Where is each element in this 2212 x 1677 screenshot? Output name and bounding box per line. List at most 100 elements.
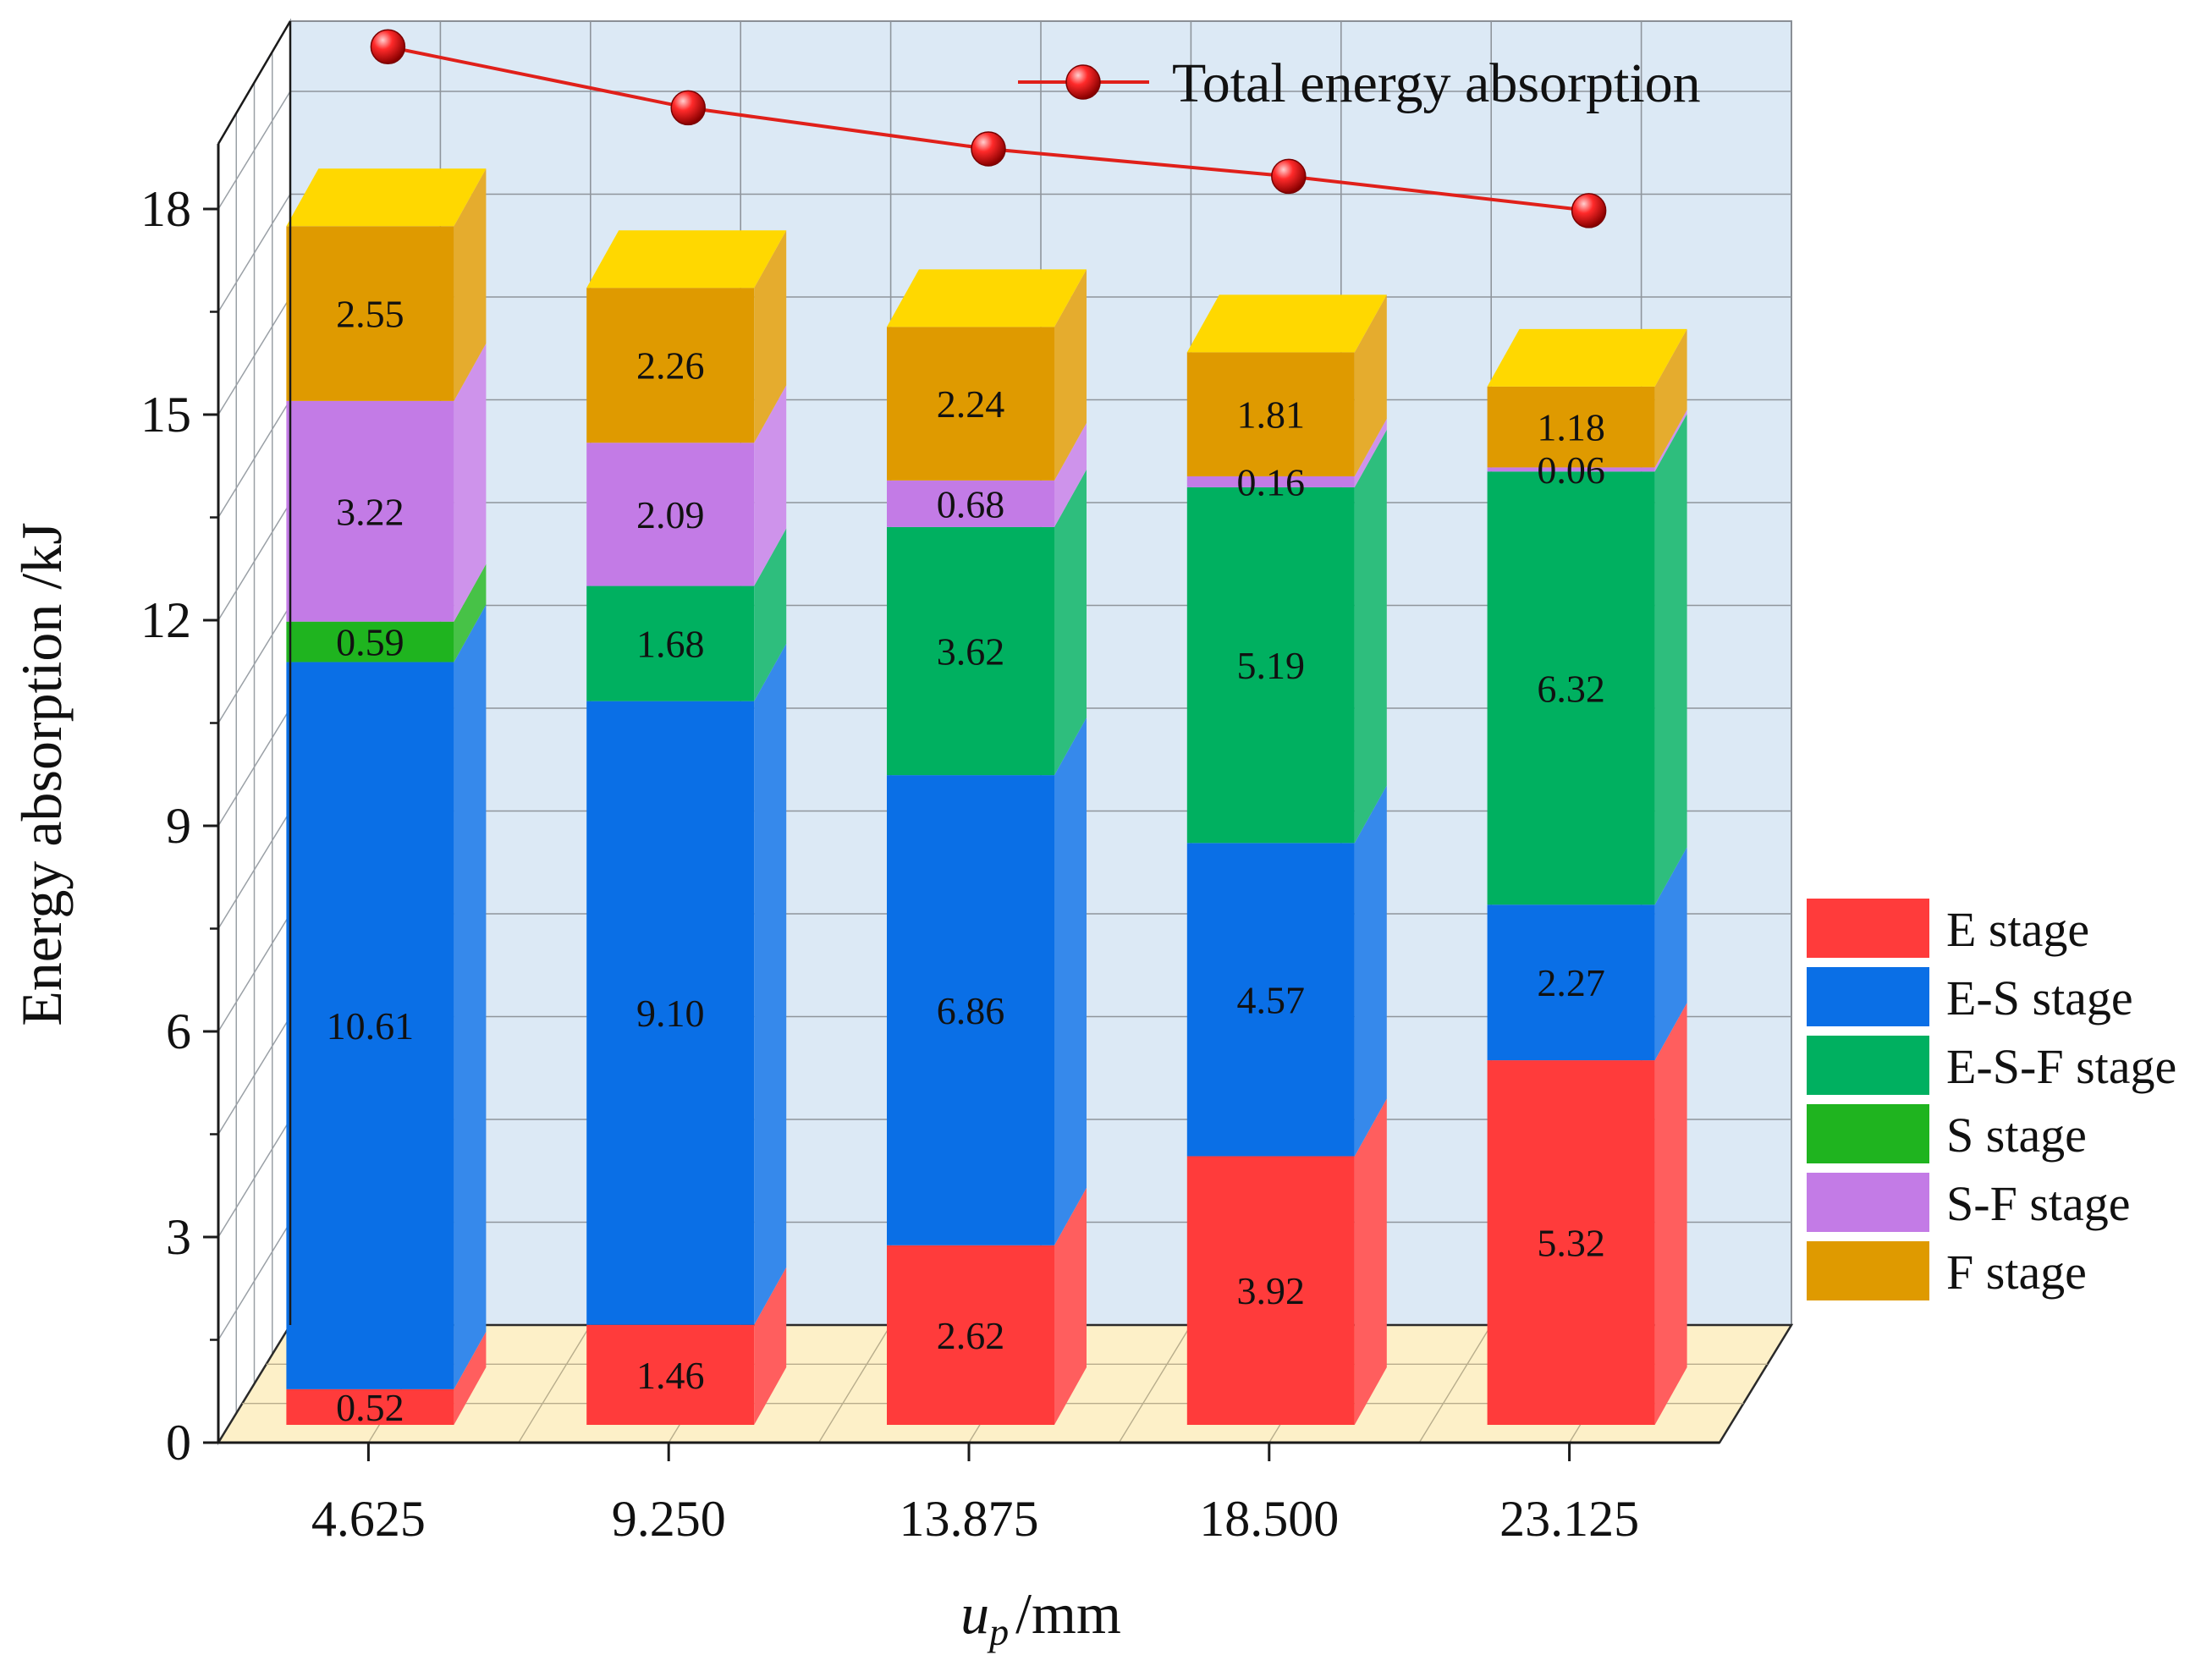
bar-segment-side	[1354, 294, 1387, 476]
bar-segment	[1186, 843, 1355, 1157]
bar-segment-side	[754, 230, 787, 443]
x-tick-label: 9.250	[612, 1491, 726, 1547]
bar-top-face	[887, 269, 1087, 327]
bar-segment-side	[1654, 410, 1687, 472]
bar-segment-side	[1654, 414, 1687, 905]
bar-segment-side	[1654, 847, 1687, 1061]
bar-value-label: 1.18	[1537, 406, 1605, 449]
x-tick-label: 13.875	[900, 1491, 1039, 1547]
bar-value-label: 3.22	[336, 490, 404, 533]
bar-segment-side	[754, 643, 787, 1325]
bar-segment	[586, 288, 755, 443]
y-tick-label: 3	[166, 1209, 191, 1265]
bar-segment	[286, 662, 454, 1389]
bar-segment	[1487, 1060, 1655, 1425]
bar-segment-side	[754, 528, 787, 701]
bar-segment	[286, 1388, 454, 1425]
bar-segment	[887, 1245, 1054, 1425]
bar-segment	[887, 480, 1054, 527]
bar-top-face	[1487, 328, 1687, 387]
y-tick-label: 12	[140, 592, 191, 648]
bar-top-face	[1186, 294, 1387, 353]
bar-segment	[286, 400, 454, 622]
bar-value-label: 1.81	[1237, 393, 1306, 437]
x-tick-label: 23.125	[1499, 1491, 1639, 1547]
bar-segment-side	[454, 564, 487, 663]
bar-segment	[286, 621, 454, 663]
bar-segment	[1186, 1156, 1355, 1425]
bar-value-label: 0.52	[336, 1386, 404, 1429]
bar-segment-side	[454, 343, 487, 622]
bar-value-label: 2.24	[937, 382, 1005, 426]
y-axis-title: Energy absorption /kJ	[9, 522, 74, 1026]
bar-value-label: 0.59	[336, 621, 404, 664]
floor-gridline	[518, 1324, 592, 1443]
bar-stack: 2.62 6.86 3.62 0.68 2.24	[887, 269, 1087, 1425]
bar-segment-side	[1054, 469, 1087, 776]
legend-swatch	[1807, 1241, 1929, 1300]
bar-value-label: 1.46	[636, 1354, 705, 1397]
bar-stack: 0.52 10.61 0.59 3.22 2.55	[286, 168, 487, 1429]
bar-top-face	[586, 230, 787, 289]
bar-segment	[586, 443, 755, 586]
x-axis-title: up/mm	[960, 1581, 1121, 1653]
bar-value-label: 1.68	[636, 623, 705, 666]
bar-value-label: 5.32	[1537, 1222, 1605, 1265]
x-axis-title-symbol: u	[960, 1581, 989, 1646]
bar-segment-side	[454, 168, 487, 401]
bar-segment	[1487, 904, 1655, 1061]
bar-value-label: 3.92	[1237, 1269, 1306, 1312]
bar-segment	[1487, 467, 1655, 472]
line-legend-marker	[1065, 64, 1101, 100]
total-energy-point	[1271, 158, 1307, 195]
legend-label: E-S stage	[1946, 970, 2133, 1025]
total-energy-point	[971, 131, 1006, 167]
bar-value-label: 3.62	[937, 630, 1005, 674]
legend-swatch	[1807, 1173, 1929, 1232]
floor-gridline	[1418, 1324, 1492, 1443]
bar-segment-side	[1654, 1003, 1687, 1425]
bar-stack: 5.32 2.27 6.32 0.061.18	[1487, 328, 1687, 1425]
bar-segment	[1186, 487, 1355, 844]
legend-label: E stage	[1946, 902, 2089, 957]
legend-label: S stage	[1946, 1108, 2087, 1163]
bar-segment	[887, 327, 1054, 481]
y-tick-label: 6	[166, 1003, 191, 1059]
bar-stack: 3.92 4.57 5.19 0.16 1.81	[1186, 294, 1387, 1425]
bar-segment-side	[454, 1331, 487, 1425]
bar-segment-side	[1354, 418, 1387, 487]
bar-segment	[1487, 386, 1655, 468]
line-legend-label: Total energy absorption	[1172, 52, 1701, 114]
bar-segment-side	[1054, 1187, 1087, 1425]
bar-value-label: 2.09	[636, 493, 705, 536]
bar-segment	[586, 586, 755, 701]
bar-segment	[1186, 352, 1355, 476]
bar-segment-side	[1354, 785, 1387, 1157]
bar-value-label: 4.57	[1237, 978, 1306, 1021]
bar-top-face	[286, 168, 487, 227]
y-tick-label: 18	[140, 181, 191, 237]
bar-segment-side	[1054, 718, 1087, 1245]
total-energy-point	[1571, 193, 1607, 228]
bar-segment-side	[1354, 1098, 1387, 1425]
legend-swatch	[1807, 899, 1929, 958]
bar-segment-side	[754, 385, 787, 586]
legend-label: F stage	[1946, 1245, 2087, 1300]
bar-value-label: 2.62	[937, 1314, 1005, 1357]
bar-value-label: 2.27	[1537, 961, 1605, 1004]
x-axis-title-subscript: p	[987, 1610, 1009, 1653]
bar-value-label: 0.68	[937, 482, 1005, 525]
floor-gridline	[818, 1324, 892, 1443]
legend-label: S-F stage	[1946, 1176, 2131, 1231]
bar-value-label: 2.26	[636, 344, 705, 388]
bar-segment	[887, 775, 1054, 1245]
bar-segment-side	[1354, 429, 1387, 844]
bar-value-label: 9.10	[636, 992, 705, 1035]
bar-segment	[586, 1324, 755, 1425]
legend-swatch	[1807, 1036, 1929, 1095]
bar-segment	[1487, 471, 1655, 905]
total-energy-point	[370, 29, 406, 65]
legend-label: E-S-F stage	[1946, 1039, 2176, 1094]
bar-value-label: 10.61	[327, 1004, 415, 1047]
